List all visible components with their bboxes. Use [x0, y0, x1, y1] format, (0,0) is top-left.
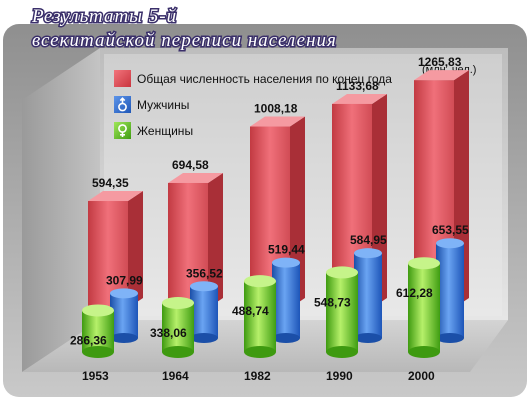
data-label-total: 694,58	[172, 158, 209, 172]
bar-male-top	[436, 238, 464, 249]
bar-female	[244, 281, 276, 352]
bar-male	[354, 253, 382, 338]
female-symbol-icon	[114, 122, 131, 139]
data-label-female: 548,73	[314, 295, 351, 309]
chart-title-line-2: всекитайской переписи населения	[32, 30, 337, 51]
chart-title-line-1: Результаты 5-й	[31, 6, 177, 27]
category-label: 1982	[244, 369, 271, 383]
bar-female	[408, 263, 440, 352]
male-symbol-icon	[114, 96, 131, 113]
bar-male-bottom	[190, 333, 218, 343]
bar-male-top	[272, 257, 300, 268]
bar-male	[190, 286, 218, 338]
legend-total-label: Общая численность населения по конец год…	[137, 72, 392, 86]
bar-male-top	[110, 288, 138, 299]
bar-male-bottom	[272, 333, 300, 343]
bar-total-side	[128, 191, 143, 308]
data-label-total: 1008,18	[254, 102, 298, 116]
legend-female-label: Женщины	[137, 124, 193, 138]
bar-male-bottom	[354, 333, 382, 343]
bar-male-bottom	[436, 333, 464, 343]
data-label-male: 653,55	[432, 223, 469, 237]
male-symbol-glyph	[118, 102, 127, 112]
category-label: 1990	[326, 369, 353, 383]
data-label-total: 1133,68	[336, 79, 379, 93]
data-label-male: 584,95	[350, 233, 387, 247]
data-label-female: 338,06	[150, 326, 187, 340]
bar-total-top	[332, 93, 387, 104]
category-labels: 1953 1964 1982 1990 2000	[82, 369, 435, 383]
legend-male-label: Мужчины	[137, 98, 189, 112]
bar-female-top	[82, 304, 114, 317]
bar-female-bottom	[326, 346, 358, 358]
bar-male-top	[190, 281, 218, 292]
bar-female	[162, 302, 194, 352]
category-label: 2000	[408, 369, 435, 383]
bar-total-top	[88, 191, 143, 202]
male-symbol-head	[119, 97, 126, 102]
bar-female-bottom	[162, 346, 194, 358]
data-label-male: 307,99	[106, 273, 143, 287]
bar-total-top	[168, 172, 223, 183]
legend-total-swatch	[114, 70, 131, 87]
female-symbol-glyph	[118, 124, 127, 133]
bar-female-top	[326, 266, 358, 279]
data-label-total: 594,35	[92, 176, 129, 190]
bar-female-bottom	[408, 346, 440, 358]
bar-female	[82, 310, 114, 352]
bar-female-bottom	[82, 346, 114, 358]
bar-male	[272, 262, 300, 338]
chart-side-wall	[22, 48, 100, 372]
bar-male-top	[354, 248, 382, 259]
bar-total-top	[414, 70, 469, 81]
category-label: 1964	[162, 369, 189, 383]
data-label-female: 286,36	[70, 333, 107, 347]
data-label-female: 488,74	[232, 304, 269, 318]
bar-female-top	[408, 257, 440, 270]
bar-female	[326, 272, 358, 352]
bar-male	[110, 293, 138, 338]
bar-male-bottom	[110, 333, 138, 343]
data-label-male: 356,52	[186, 266, 223, 280]
bar-female-top	[244, 275, 276, 288]
bar-total-top	[250, 116, 305, 127]
bars-layer: 594,35 307,99 286,36 694,58 356,52 338,06 1008…	[70, 55, 469, 358]
bar-male	[436, 243, 464, 338]
data-label-male: 519,44	[268, 243, 305, 257]
category-label: 1953	[82, 369, 109, 383]
bar-female-bottom	[244, 346, 276, 358]
bar-female-top	[162, 296, 194, 309]
bar-total-side	[208, 172, 223, 308]
data-label-female: 612,28	[396, 286, 433, 300]
data-label-total: 1265,83	[418, 55, 462, 69]
